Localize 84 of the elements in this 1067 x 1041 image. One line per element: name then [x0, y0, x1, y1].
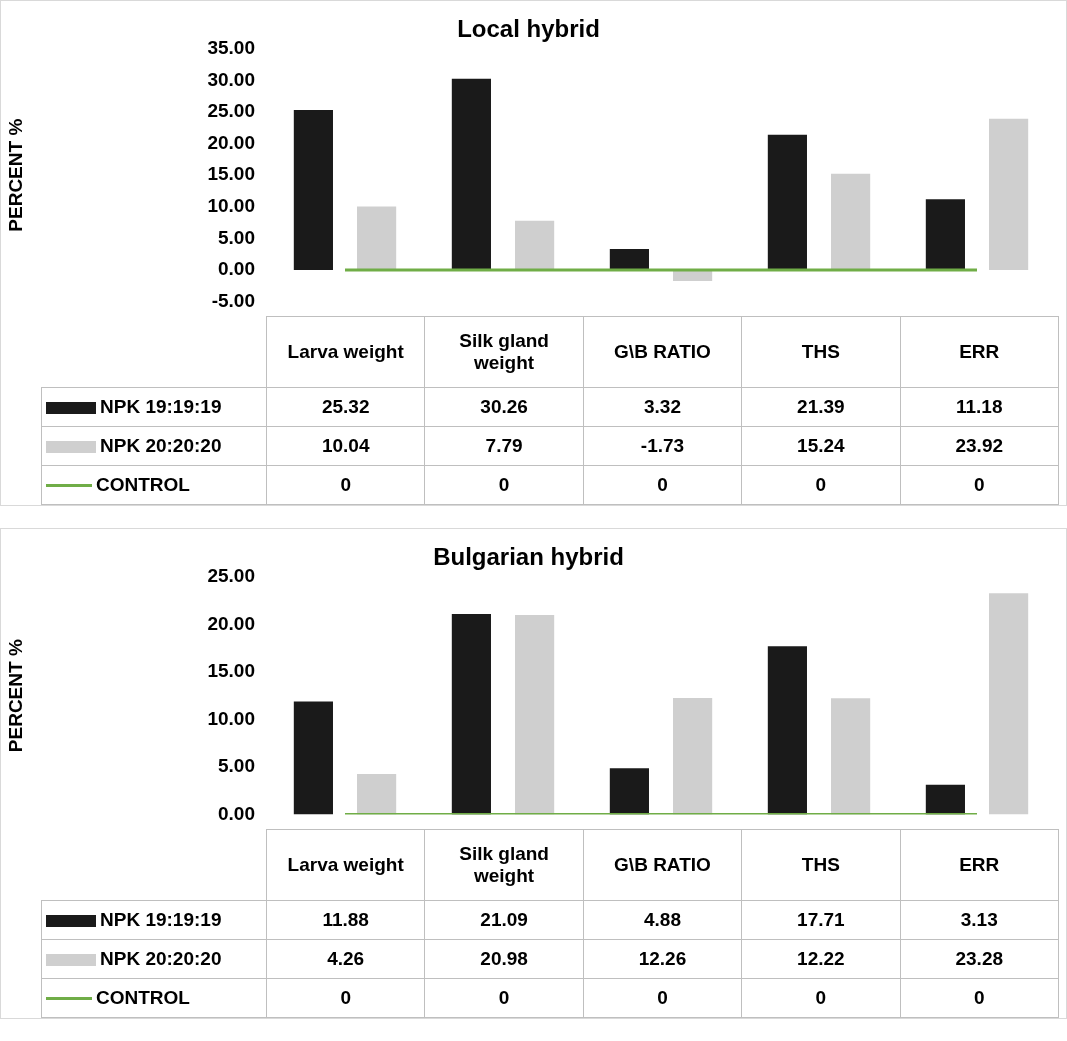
data-label: 20.98 — [424, 939, 584, 979]
y-tick-label: 15.00 — [207, 660, 255, 682]
x-tick-label: Silk gland weight — [424, 316, 584, 388]
y-tick-label: 20.00 — [207, 612, 255, 634]
legend-label: NPK 19:19:19 — [41, 387, 267, 427]
bar — [925, 199, 965, 270]
data-label: 11.88 — [266, 900, 425, 940]
bar — [609, 249, 649, 270]
y-tick-label: 25.00 — [207, 100, 255, 122]
bar — [293, 109, 333, 270]
y-tick-label: 20.00 — [207, 131, 255, 153]
legend-label: NPK 20:20:20 — [41, 426, 267, 466]
bar — [989, 118, 1029, 270]
data-label: 0 — [741, 978, 901, 1018]
bar — [831, 173, 871, 270]
bar — [831, 698, 871, 815]
data-label: 0 — [583, 978, 742, 1018]
y-tick-label: 5.00 — [218, 226, 255, 248]
x-tick-label: G\B RATIO — [583, 316, 742, 388]
y-tick-label: 25.00 — [207, 565, 255, 587]
legend-label: CONTROL — [41, 465, 267, 505]
bar — [357, 206, 397, 270]
data-label: -1.73 — [583, 426, 742, 466]
bar — [515, 615, 555, 815]
data-label: 0 — [266, 465, 425, 505]
data-label: 11.18 — [900, 387, 1059, 427]
y-tick-label: -5.00 — [211, 289, 255, 311]
data-label: 30.26 — [424, 387, 584, 427]
bar — [925, 784, 965, 815]
data-label: 23.92 — [900, 426, 1059, 466]
y-tick-label: 15.00 — [207, 163, 255, 185]
y-tick-label: 10.00 — [207, 195, 255, 217]
data-label: 25.32 — [266, 387, 425, 427]
y-tick-label: 0.00 — [218, 802, 255, 824]
y-tick-label: 30.00 — [207, 68, 255, 90]
data-label: 4.26 — [266, 939, 425, 979]
data-label: 0 — [266, 978, 425, 1018]
x-tick-label: THS — [741, 829, 901, 901]
y-tick-label: 10.00 — [207, 707, 255, 729]
data-label: 0 — [900, 465, 1059, 505]
legend-label: NPK 19:19:19 — [41, 900, 267, 940]
data-label: 15.24 — [741, 426, 901, 466]
bar — [767, 646, 807, 815]
bar — [515, 220, 555, 270]
data-label: 23.28 — [900, 939, 1059, 979]
data-label: 4.88 — [583, 900, 742, 940]
chart-title: Bulgarian hybrid — [433, 543, 624, 571]
y-tick-label: 35.00 — [207, 37, 255, 59]
data-label: 3.13 — [900, 900, 1059, 940]
bar — [293, 701, 333, 815]
data-label: 0 — [424, 978, 584, 1018]
y-axis-title: PERCENT % — [4, 639, 26, 753]
data-label: 0 — [741, 465, 901, 505]
y-tick-label: 5.00 — [218, 755, 255, 777]
bar — [357, 774, 397, 815]
data-label: 12.26 — [583, 939, 742, 979]
data-label: 0 — [583, 465, 742, 505]
y-tick-label: 0.00 — [218, 258, 255, 280]
y-axis-title: PERCENT % — [4, 118, 26, 232]
bar — [451, 78, 491, 270]
data-label: 3.32 — [583, 387, 742, 427]
data-label: 17.71 — [741, 900, 901, 940]
data-label: 0 — [900, 978, 1059, 1018]
data-label: 21.09 — [424, 900, 584, 940]
data-label: 0 — [424, 465, 584, 505]
bar — [673, 697, 713, 815]
x-tick-label: Silk gland weight — [424, 829, 584, 901]
x-tick-label: ERR — [900, 829, 1059, 901]
x-tick-label: Larva weight — [266, 829, 425, 901]
legend-label: NPK 20:20:20 — [41, 939, 267, 979]
bar — [767, 134, 807, 270]
x-tick-label: G\B RATIO — [583, 829, 742, 901]
data-label: 12.22 — [741, 939, 901, 979]
data-label: 10.04 — [266, 426, 425, 466]
bar — [989, 593, 1029, 815]
chart-title: Local hybrid — [457, 15, 600, 43]
legend-label: CONTROL — [41, 978, 267, 1018]
bar — [451, 613, 491, 815]
x-tick-label: Larva weight — [266, 316, 425, 388]
bar — [609, 768, 649, 815]
x-tick-label: ERR — [900, 316, 1059, 388]
data-label: 7.79 — [424, 426, 584, 466]
x-tick-label: THS — [741, 316, 901, 388]
data-label: 21.39 — [741, 387, 901, 427]
